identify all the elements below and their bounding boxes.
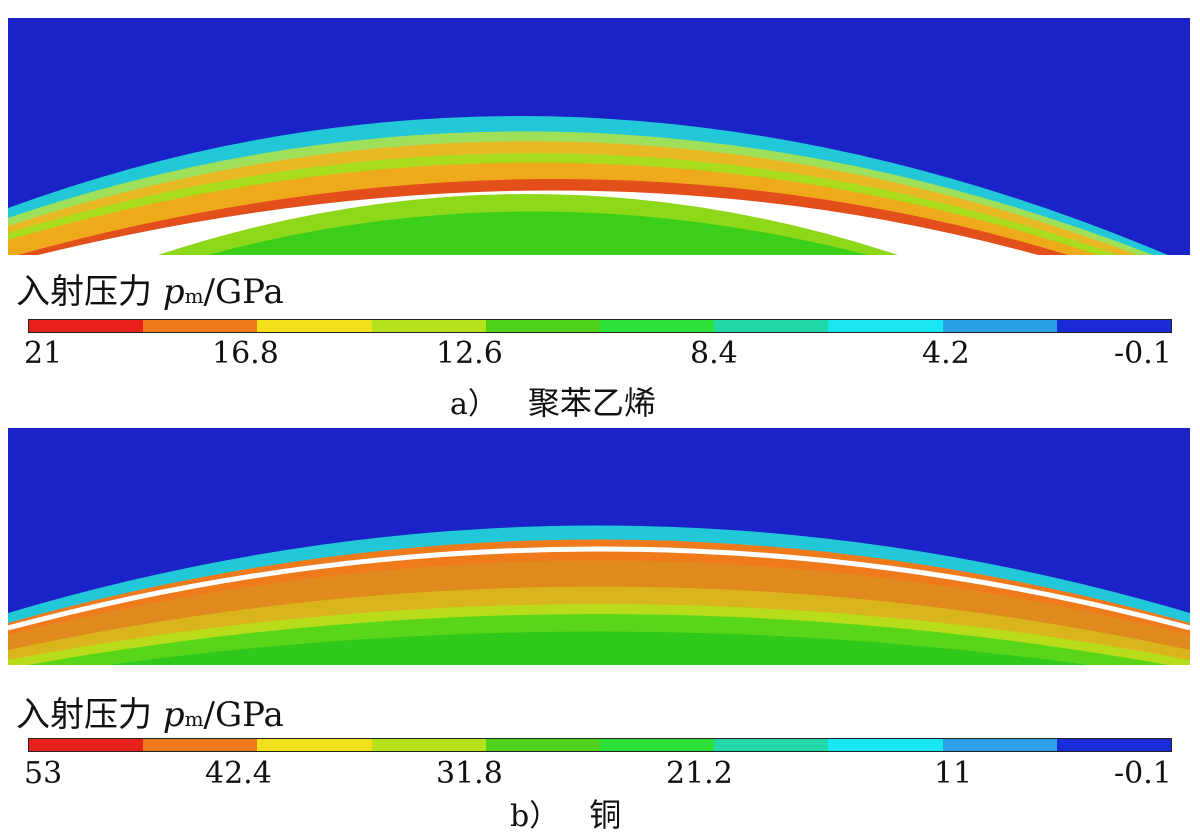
colorbar-segment (29, 320, 144, 332)
colorbar-segment (143, 320, 258, 332)
colorbar-segment (371, 739, 486, 751)
colorbar-segment (29, 739, 144, 751)
colorbar-tick-label: -0.1 (1114, 756, 1172, 791)
legend-title-a: 入射压力 pm/GPa (16, 272, 284, 312)
colorbar-tick-label: 8.4 (690, 336, 738, 371)
colorbar-segment (143, 739, 258, 751)
contour-plot-a (8, 18, 1190, 255)
colorbar-tick-label: 12.6 (436, 336, 503, 371)
contour-plot-b (8, 428, 1190, 665)
legend-title-b: 入射压力 pm/GPa (16, 695, 284, 735)
colorbar-segment (714, 739, 829, 751)
colorbar-tick-label: 42.4 (205, 756, 272, 791)
colorbar-segment (600, 320, 715, 332)
colorbar-segment (1056, 320, 1172, 332)
colorbar-tick-label: -0.1 (1114, 336, 1172, 371)
colorbar-segment (1056, 739, 1172, 751)
colorbar-segment (942, 739, 1057, 751)
colorbar-segment (257, 320, 372, 332)
caption-b: b）铜 (510, 796, 622, 834)
colorbar-a (28, 319, 1172, 333)
colorbar-segment (371, 320, 486, 332)
colorbar-b (28, 738, 1172, 752)
colorbar-segment (828, 739, 943, 751)
caption-a: a） 聚苯乙烯 (450, 384, 656, 422)
colorbar-segment (942, 320, 1057, 332)
colorbar-tick-label: 11 (934, 756, 973, 791)
colorbar-segment (257, 739, 372, 751)
colorbar-segment (485, 739, 601, 751)
colorbar-segment (600, 739, 715, 751)
colorbar-segment (714, 320, 829, 332)
colorbar-tick-label: 31.8 (436, 756, 503, 791)
colorbar-tick-label: 53 (24, 756, 63, 791)
colorbar-tick-label: 16.8 (212, 336, 279, 371)
colorbar-segment (485, 320, 601, 332)
colorbar-tick-label: 4.2 (922, 336, 970, 371)
colorbar-segment (828, 320, 943, 332)
colorbar-tick-label: 21 (24, 336, 63, 371)
colorbar-tick-label: 21.2 (666, 756, 733, 791)
